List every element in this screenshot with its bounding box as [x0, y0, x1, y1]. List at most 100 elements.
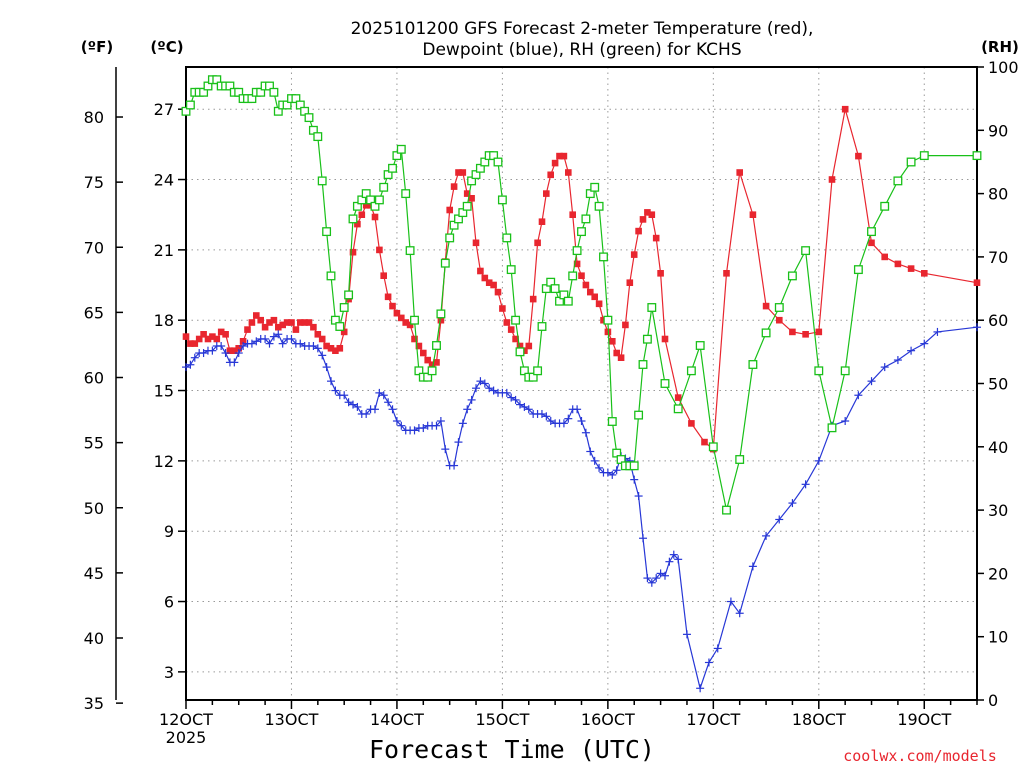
- dewpoint-point: [581, 428, 590, 437]
- dewpoint-point: [630, 475, 639, 484]
- fahrenheit-tick-label: 35: [84, 694, 104, 713]
- temperature-series: [182, 105, 981, 453]
- dewpoint-point: [933, 327, 942, 336]
- fahrenheit-axis: 35 40 45 50 55 60 65 70 75 80: [84, 108, 123, 713]
- dewpoint-point: [537, 409, 546, 418]
- relative-humidity-point: [185, 100, 195, 110]
- temperature-point: [503, 319, 511, 326]
- dewpoint-point: [432, 421, 441, 430]
- temperature-point: [314, 331, 322, 338]
- temperature-point: [270, 316, 278, 324]
- time-tick-label: 12OCT: [159, 710, 213, 729]
- dewpoint-point: [564, 414, 573, 423]
- temperature-point: [257, 316, 264, 324]
- time-tick-label: 14OCT: [370, 710, 424, 729]
- dewpoint-point: [656, 569, 665, 578]
- temperature-point: [437, 316, 445, 324]
- temperature-point: [279, 321, 286, 329]
- fahrenheit-tick-label: 70: [84, 238, 104, 257]
- relative-humidity-point: [722, 505, 731, 515]
- dewpoint-point: [586, 447, 595, 456]
- dewpoint-point: [489, 386, 498, 395]
- relative-humidity-point: [344, 290, 354, 300]
- temperature-point: [635, 227, 642, 235]
- dewpoint-point: [362, 409, 371, 418]
- dewpoint-point: [704, 658, 713, 667]
- dewpoint-point: [515, 400, 524, 409]
- temperature-point: [481, 274, 489, 282]
- relative-humidity-point: [572, 246, 582, 256]
- dewpoint-point: [573, 405, 582, 414]
- dewpoint-point: [221, 349, 230, 358]
- temperature-point: [789, 328, 796, 336]
- relative-humidity-point: [335, 322, 345, 331]
- rh-tick-label: 70: [988, 248, 1008, 267]
- temperature-point: [266, 319, 273, 326]
- relative-humidity-point: [607, 417, 617, 426]
- celsius-axis-unit-label: (ºC): [150, 38, 183, 56]
- series-layer: [181, 75, 982, 693]
- relative-humidity-point: [515, 347, 525, 357]
- dewpoint-point: [463, 405, 472, 414]
- time-tick-label: 18OCT: [792, 710, 846, 729]
- relative-humidity-point: [853, 265, 863, 275]
- dewpoint-point: [480, 379, 489, 388]
- dewpoint-point: [867, 377, 876, 386]
- relative-humidity-point: [304, 113, 314, 123]
- dewpoint-point: [436, 417, 445, 426]
- temperature-point: [415, 342, 423, 350]
- temperature-point: [384, 293, 392, 301]
- temperature-point: [688, 420, 695, 427]
- relative-humidity-point: [735, 455, 745, 464]
- celsius-tick-label: 9: [164, 522, 174, 541]
- fahrenheit-tick-label: 75: [84, 173, 104, 192]
- temperature-point: [275, 323, 282, 331]
- temperature-point: [543, 190, 550, 197]
- rh-tick-label: 0: [988, 691, 998, 710]
- relative-humidity-point: [374, 195, 384, 205]
- relative-humidity-point: [660, 379, 670, 388]
- relative-humidity-point: [629, 461, 639, 471]
- dewpoint-point: [920, 339, 929, 348]
- temperature-point: [235, 345, 242, 352]
- temperature-point: [630, 251, 638, 258]
- fahrenheit-tick-label: 50: [84, 499, 104, 518]
- temperature-point: [292, 326, 300, 333]
- dewpoint-point: [388, 405, 397, 414]
- dewpoint-point: [261, 334, 270, 343]
- dewpoint-point: [450, 461, 459, 470]
- dewpoint-point: [801, 480, 810, 489]
- temperature-point: [239, 338, 247, 345]
- dewpoint-point: [647, 578, 656, 587]
- temperature-point: [736, 169, 743, 176]
- relative-humidity-point: [550, 284, 560, 294]
- temperature-point: [639, 216, 647, 223]
- temperature-point: [701, 438, 708, 446]
- rh-axis: 0 10 20 30 40 50 60 70 80 90 100: [977, 58, 1019, 710]
- temperature-point: [209, 333, 216, 340]
- temperature-point: [587, 288, 594, 296]
- temperature-point: [507, 326, 515, 333]
- temperature-point: [336, 345, 344, 352]
- celsius-tick-label: 27: [154, 100, 174, 119]
- dewpoint-point: [524, 405, 533, 414]
- temperature-point: [226, 347, 234, 354]
- chart-title-line-1: 2025101200 GFS Forecast 2-meter Temperat…: [351, 19, 814, 39]
- dewpoint-point: [419, 424, 428, 433]
- relative-humidity-point: [427, 366, 437, 376]
- dewpoint-point: [274, 330, 283, 339]
- dewpoint-point: [788, 499, 797, 508]
- temperature-point: [578, 272, 585, 279]
- chart-title-line-2: Dewpoint (blue), RH (green) for KCHS: [422, 40, 741, 60]
- temperature-point: [921, 270, 928, 277]
- temperature-point: [648, 211, 656, 218]
- rh-tick-label: 50: [988, 375, 1008, 394]
- relative-humidity-point: [497, 195, 507, 205]
- dewpoint-point: [344, 398, 353, 407]
- temperature-point: [354, 220, 361, 228]
- relative-humidity-point: [686, 366, 696, 376]
- dewpoint-point: [441, 445, 450, 454]
- temperature-point: [591, 293, 598, 301]
- dewpoint-point: [665, 557, 674, 566]
- relative-humidity-point: [269, 87, 279, 97]
